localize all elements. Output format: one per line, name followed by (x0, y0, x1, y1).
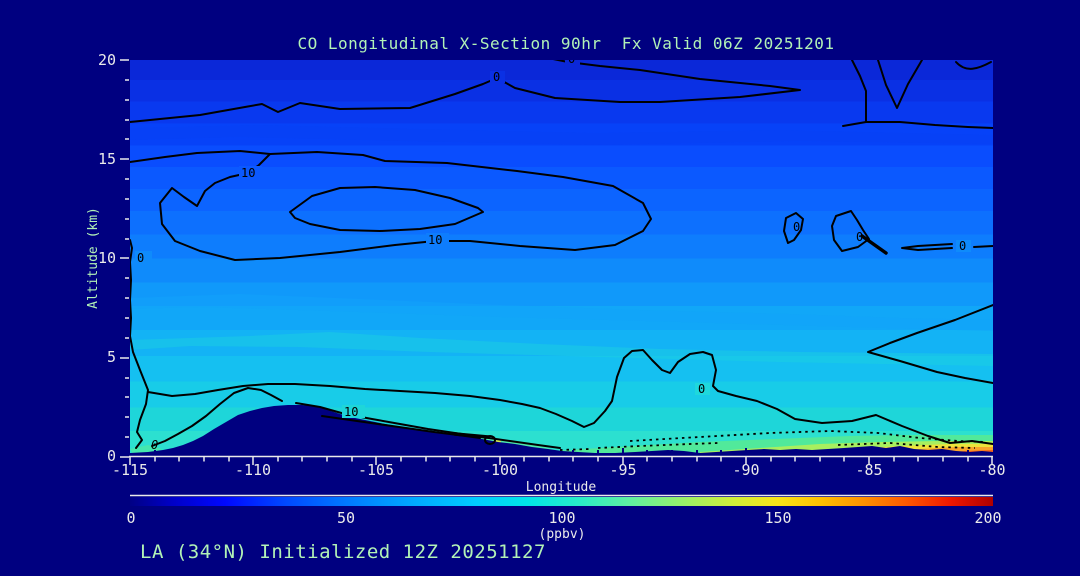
dashed-contour (837, 442, 976, 449)
contour-line (130, 239, 149, 449)
contour-label: 0 (698, 382, 705, 396)
x-axis: -115 -110 -105 -100 -95 -90 -85 -80 Long… (112, 455, 1006, 495)
colorbar-units: (ppbv) (539, 527, 586, 542)
label-halo (565, 60, 580, 65)
y-axis-major-ticks (120, 59, 129, 458)
label-halo (490, 71, 505, 83)
contour-line (151, 387, 283, 447)
contour-line (867, 304, 993, 384)
contour-label: 10 (241, 166, 255, 180)
y-axis-minor-ticks (125, 79, 129, 438)
label-halo (135, 251, 152, 264)
contour-label: 0 (793, 220, 800, 234)
contour-line (130, 150, 652, 261)
colorbar-tick-label: 150 (764, 509, 791, 527)
x-tick-label: -90 (732, 461, 759, 479)
dashed-contour (597, 442, 719, 449)
contour-label: 0 (137, 251, 144, 265)
colorbar-tick-label: 100 (548, 509, 575, 527)
dashed-contours (559, 430, 986, 451)
colorbar-tick-label: 200 (974, 509, 1001, 527)
label-halo (695, 383, 710, 395)
band-wave-mid (130, 294, 993, 331)
x-tick-label: -100 (482, 461, 518, 479)
x-axis-inner-ticks (154, 448, 969, 456)
colorbar-tick-label: 0 (126, 509, 135, 527)
contour-line (851, 60, 867, 123)
plot-area: 0 10 10 0 0 0 0 0 10 0 0 (130, 52, 993, 457)
y-axis-title: Altitude (km) (86, 207, 101, 309)
figure-title: CO Longitudinal X-Section 90hr Fx Valid … (297, 34, 834, 53)
colorbar-gradient (130, 497, 993, 506)
contour-labels: 0 10 10 0 0 0 0 0 10 0 0 (135, 52, 971, 452)
contour-line (130, 60, 801, 123)
contour-lines (130, 60, 993, 449)
x-axis-minor-ticks (154, 457, 969, 462)
contour-label: 10 (428, 233, 442, 247)
contour-line-bold (860, 234, 888, 255)
band-wave-low (130, 332, 993, 366)
contour-blob (783, 212, 804, 244)
label-halo (342, 405, 365, 418)
label-halo (956, 240, 971, 252)
label-halo (426, 233, 449, 246)
contour-blob (831, 210, 870, 252)
contour-label: 0 (856, 230, 863, 244)
y-tick-label: 10 (98, 249, 116, 267)
label-halo (239, 166, 262, 179)
contour-label: 0 (151, 438, 158, 452)
init-info-text: LA (34°N) Initialized 12Z 20251127 (140, 541, 546, 563)
contour-label: 0 (493, 70, 500, 84)
y-tick-label: 5 (107, 348, 116, 366)
contour-small-loop (484, 435, 496, 445)
contour-line (955, 61, 992, 70)
y-tick-label: 20 (98, 51, 116, 69)
colorbar-tick-label: 50 (337, 509, 355, 527)
contour-sliver (901, 243, 953, 251)
contour-line (295, 402, 561, 449)
x-tick-label: -85 (855, 461, 882, 479)
contour-line (289, 186, 484, 232)
x-tick-label: -95 (609, 461, 636, 479)
contour-line (147, 349, 993, 445)
x-axis-major-ticks (129, 457, 993, 465)
band-wave-upper (130, 125, 993, 145)
contour-label: 10 (344, 405, 358, 419)
x-tick-label: -115 (112, 461, 148, 479)
x-tick-label: -105 (358, 461, 394, 479)
x-axis-title: Longitude (526, 480, 597, 495)
contour-line (842, 121, 993, 129)
y-tick-label: 15 (98, 150, 116, 168)
dashed-contour (559, 448, 591, 451)
contour-label: 0 (959, 239, 966, 253)
contour-line (973, 245, 993, 248)
y-tick-label: 0 (107, 447, 116, 465)
contour-line (877, 60, 923, 109)
y-axis: 20 15 10 5 0 Altitude (km) (86, 51, 129, 465)
contour-line-bold (453, 432, 490, 439)
colorbar: 0 50 100 150 200 (ppbv) (126, 494, 1002, 542)
contour-label: 0 (568, 52, 575, 66)
x-tick-label: -80 (978, 461, 1005, 479)
x-tick-label: -110 (235, 461, 271, 479)
